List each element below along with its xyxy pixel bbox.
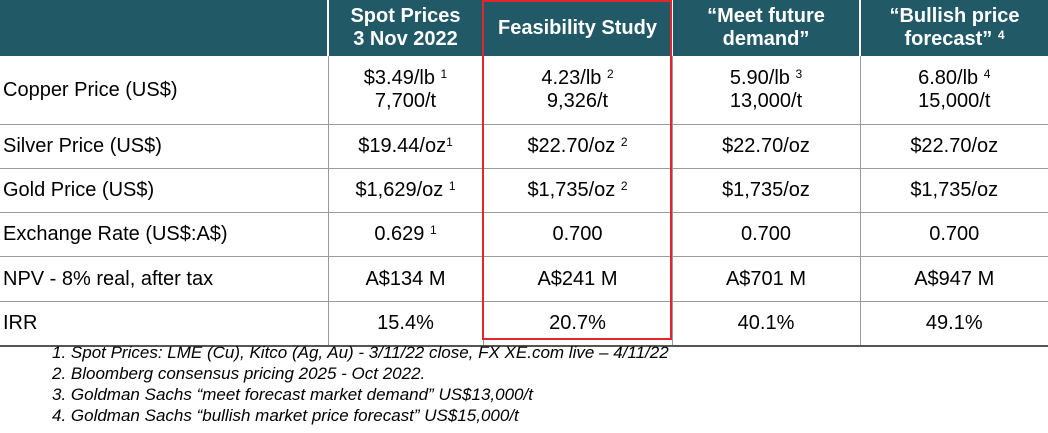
table-row-exchange-rate: Exchange Rate (US$:A$) 0.629 1 0.700 0.7…: [0, 212, 1048, 257]
table-cell: $1,629/oz 1: [327, 168, 483, 213]
footnote: 3. Goldman Sachs “meet forecast market d…: [52, 385, 533, 404]
table-row-npv: NPV - 8% real, after tax A$134 M A$241 M…: [0, 256, 1048, 302]
table-cell: $3.49/lb 1 7,700/t: [327, 56, 483, 125]
footnote: 1. Spot Prices: LME (Cu), Kitco (Ag, Au)…: [52, 343, 669, 362]
row-label: Copper Price (US$): [0, 56, 328, 125]
table-cell: A$701 M: [671, 256, 860, 302]
table-cell: 0.629 1: [327, 212, 483, 257]
table-cell: $1,735/oz: [671, 168, 860, 213]
table-cell: 49.1%: [859, 301, 1048, 347]
table-cell: 20.7%: [482, 301, 672, 347]
row-label: Gold Price (US$): [0, 168, 328, 213]
table-cell: 0.700: [859, 212, 1048, 257]
table-cell: $22.70/oz 2: [482, 124, 672, 169]
table-cell: 40.1%: [671, 301, 860, 347]
header-spot-prices: Spot Prices 3 Nov 2022: [327, 0, 483, 56]
table-cell: 5.90/lb 3 13,000/t: [671, 56, 860, 125]
footnote: 4. Goldman Sachs “bullish market price f…: [52, 406, 519, 425]
table-cell: A$241 M: [482, 256, 672, 302]
footnotes: 1. Spot Prices: LME (Cu), Kitco (Ag, Au)…: [52, 342, 669, 426]
header-row: Spot Prices 3 Nov 2022 Feasibility Study …: [0, 0, 1048, 56]
row-label: Silver Price (US$): [0, 124, 328, 169]
row-label: NPV - 8% real, after tax: [0, 256, 328, 302]
row-label: IRR: [0, 301, 328, 347]
table-row-copper: Copper Price (US$) $3.49/lb 1 7,700/t 4.2…: [0, 56, 1048, 125]
table-cell: $22.70/oz: [671, 124, 860, 169]
table-cell: 0.700: [482, 212, 672, 257]
table-cell: $22.70/oz: [859, 124, 1048, 169]
table-row-irr: IRR 15.4% 20.7% 40.1% 49.1%: [0, 301, 1048, 347]
table-cell: 6.80/lb 4 15,000/t: [859, 56, 1048, 125]
table-cell: $19.44/oz1: [327, 124, 483, 169]
table-cell: 0.700: [671, 212, 860, 257]
table-row-silver: Silver Price (US$) $19.44/oz1 $22.70/oz …: [0, 124, 1048, 169]
table-cell: 15.4%: [327, 301, 483, 347]
header-meet-future-demand: “Meet future demand”: [671, 0, 860, 56]
footnote: 2. Bloomberg consensus pricing 2025 - Oc…: [52, 364, 426, 383]
table-row-gold: Gold Price (US$) $1,629/oz 1 $1,735/oz 2…: [0, 168, 1048, 213]
table-cell: A$947 M: [859, 256, 1048, 302]
row-label: Exchange Rate (US$:A$): [0, 212, 328, 257]
table-cell: 4.23/lb 2 9,326/t: [482, 56, 672, 125]
header-bullish-price-forecast: “Bullish price forecast” 4: [859, 0, 1048, 56]
header-feasibility-study: Feasibility Study: [482, 0, 672, 56]
table-cell: $1,735/oz 2: [482, 168, 672, 213]
price-scenarios-table: Spot Prices 3 Nov 2022 Feasibility Study …: [0, 0, 1048, 347]
table-cell: $1,735/oz: [859, 168, 1048, 213]
header-corner: [0, 0, 328, 56]
table-cell: A$134 M: [327, 256, 483, 302]
